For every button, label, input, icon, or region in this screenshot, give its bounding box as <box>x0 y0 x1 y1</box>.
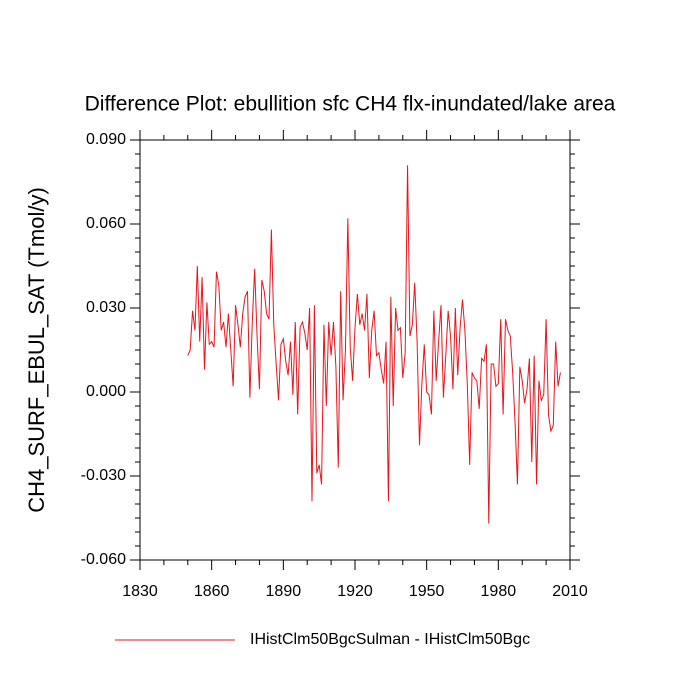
y-tick-label: 0.060 <box>86 215 126 232</box>
y-tick-label: 0.090 <box>86 131 126 148</box>
y-tick-label: -0.060 <box>81 551 126 568</box>
x-tick-label: 1860 <box>194 583 230 600</box>
x-tick-label: 1950 <box>409 583 445 600</box>
x-tick-label: 2010 <box>552 583 588 600</box>
x-tick-label: 1920 <box>337 583 373 600</box>
y-tick-label: 0.000 <box>86 383 126 400</box>
plot-frame <box>139 139 571 561</box>
legend-label: IHistClm50BgcSulman - IHistClm50Bgc <box>250 631 530 648</box>
y-axis-label: CH4_SURF_EBUL_SAT (Tmol/y) <box>24 187 49 513</box>
y-tick-label: -0.030 <box>81 467 126 484</box>
x-tick-label: 1830 <box>122 583 158 600</box>
x-tick-label: 1890 <box>266 583 302 600</box>
y-tick-label: 0.030 <box>86 299 126 316</box>
x-tick-label: 1980 <box>481 583 517 600</box>
chart-title: Difference Plot: ebullition sfc CH4 flx-… <box>85 93 616 116</box>
data-line <box>187 165 561 524</box>
